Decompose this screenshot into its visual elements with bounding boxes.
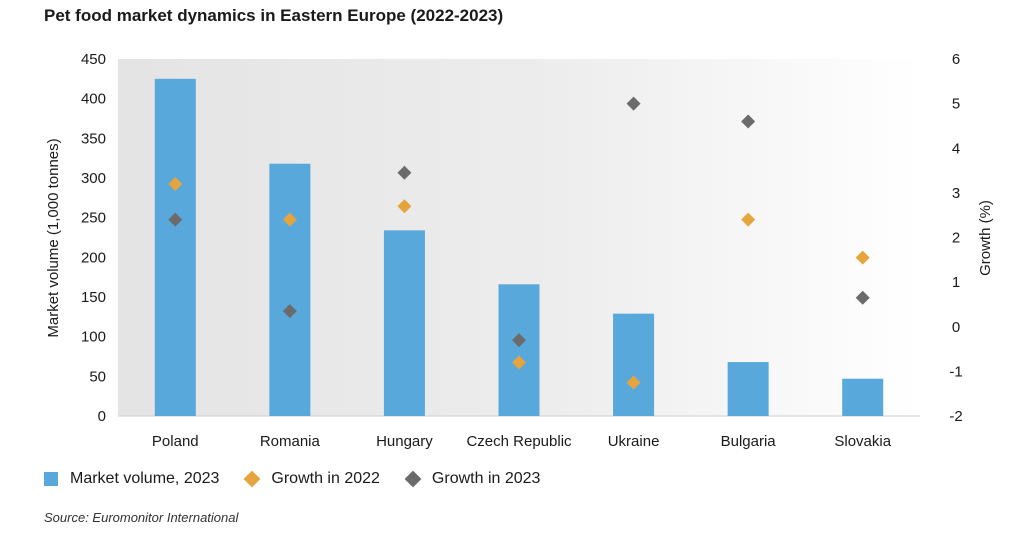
legend-item-market-volume: Market volume, 2023	[44, 470, 219, 488]
marker-growth-in-2023-czech-republic	[512, 333, 526, 348]
marker-growth-in-2023-romania	[282, 304, 297, 319]
y2-tick-label: 1	[952, 274, 960, 291]
legend: Market volume, 2023 Growth in 2022 Growt…	[44, 470, 566, 488]
y2-tick-label: -1	[949, 363, 962, 380]
y-tick-label: 0	[98, 408, 106, 425]
x-tick-label: Czech Republic	[466, 433, 572, 450]
marker-growth-in-2022-slovakia	[855, 250, 870, 265]
source-note: Source: Euromonitor International	[44, 510, 239, 525]
chart-title: Pet food market dynamics in Eastern Euro…	[44, 6, 504, 25]
marker-growth-in-2022-hungary	[397, 199, 412, 214]
y-tick-label: 450	[81, 51, 106, 68]
y-tick-label: 350	[81, 130, 106, 147]
y2-tick-label: 2	[952, 230, 960, 247]
legend-swatch-growth-2022	[243, 470, 261, 488]
legend-item-growth-2022: Growth in 2022	[243, 470, 380, 488]
legend-swatch-growth-2023	[404, 470, 422, 488]
bar-ukraine	[613, 313, 655, 416]
bar-hungary	[383, 230, 425, 416]
y2-tick-label: 6	[952, 51, 960, 68]
legend-label-market-volume: Market volume, 2023	[70, 470, 220, 487]
y2-tick-label: 0	[952, 319, 960, 336]
legend-label-growth-2022: Growth in 2022	[271, 470, 380, 487]
y-tick-label: 150	[81, 289, 106, 306]
x-tick-label: Bulgaria	[721, 433, 777, 450]
marker-growth-in-2023-slovakia	[855, 290, 870, 305]
bar-romania	[269, 163, 311, 416]
legend-label-growth-2023: Growth in 2023	[431, 470, 541, 487]
legend-swatch-market-volume	[44, 472, 58, 486]
marker-growth-in-2023-bulgaria	[741, 114, 756, 129]
y2-tick-label: -2	[949, 408, 962, 425]
bar-bulgaria	[727, 362, 769, 416]
bar-poland	[154, 78, 196, 416]
y-tick-label: 400	[81, 91, 106, 108]
legend-item-growth-2023: Growth in 2023	[404, 470, 541, 488]
y2-axis-label: Growth (%)	[977, 200, 994, 276]
marker-growth-in-2022-bulgaria	[741, 212, 756, 227]
x-tick-label: Poland	[152, 433, 199, 450]
y-tick-label: 100	[81, 329, 106, 346]
marker-growth-in-2023-ukraine	[626, 96, 641, 111]
y2-tick-label: 4	[952, 140, 960, 157]
y-tick-label: 200	[81, 249, 106, 266]
x-tick-label: Hungary	[376, 433, 433, 450]
y2-tick-label: 5	[952, 96, 960, 113]
x-tick-label: Ukraine	[608, 433, 660, 450]
marker-growth-in-2023-hungary	[397, 165, 412, 180]
marker-growth-in-2022-ukraine	[626, 375, 641, 390]
marker-growth-in-2023-poland	[168, 212, 183, 227]
y-tick-label: 300	[81, 170, 106, 187]
marker-growth-in-2022-romania	[282, 212, 297, 227]
x-tick-label: Slovakia	[834, 433, 891, 450]
y-axis-label: Market volume (1,000 tonnes)	[45, 138, 62, 337]
y-tick-label: 250	[81, 210, 106, 227]
y-tick-label: 50	[89, 368, 106, 385]
marker-growth-in-2022-czech-republic	[512, 355, 526, 370]
x-tick-label: Romania	[260, 433, 321, 450]
y2-tick-label: 3	[952, 185, 960, 202]
bar-czech-republic	[498, 284, 540, 416]
bar-slovakia	[842, 378, 884, 416]
marker-growth-in-2022-poland	[168, 176, 183, 191]
